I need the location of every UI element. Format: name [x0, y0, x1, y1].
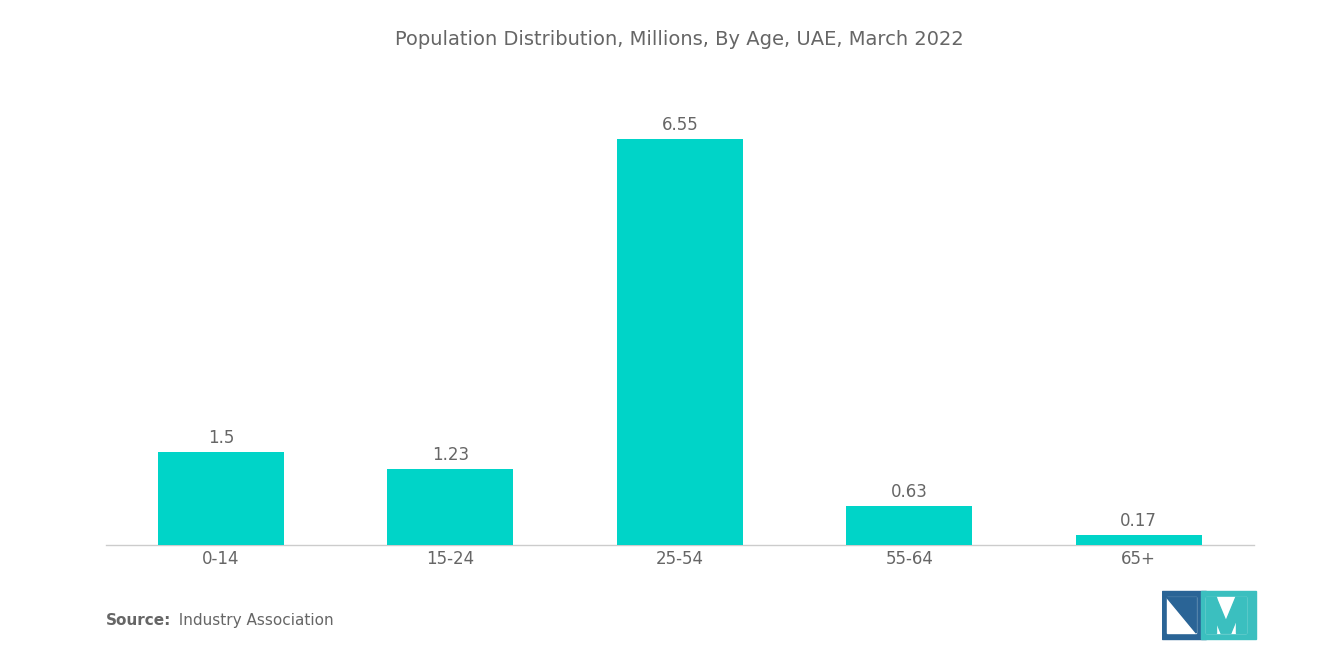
- Text: Source:: Source:: [106, 613, 172, 628]
- Text: Industry Association: Industry Association: [169, 613, 334, 628]
- Bar: [158, 452, 284, 545]
- Text: 1.23: 1.23: [432, 446, 469, 464]
- Polygon shape: [1236, 597, 1246, 633]
- Polygon shape: [1206, 597, 1246, 633]
- Bar: [1076, 535, 1201, 545]
- Polygon shape: [1206, 597, 1216, 633]
- Polygon shape: [1162, 591, 1206, 639]
- Bar: [387, 469, 513, 545]
- Polygon shape: [1201, 591, 1255, 639]
- Bar: [616, 139, 743, 545]
- Title: Population Distribution, Millions, By Age, UAE, March 2022: Population Distribution, Millions, By Ag…: [396, 30, 964, 49]
- Text: 0.17: 0.17: [1121, 512, 1158, 530]
- Polygon shape: [1206, 597, 1230, 633]
- Text: 0.63: 0.63: [891, 483, 928, 501]
- Polygon shape: [1167, 597, 1196, 633]
- Bar: [846, 506, 973, 545]
- Polygon shape: [1167, 597, 1196, 633]
- Text: 6.55: 6.55: [661, 116, 698, 134]
- Text: 1.5: 1.5: [207, 429, 234, 448]
- Polygon shape: [1221, 597, 1246, 633]
